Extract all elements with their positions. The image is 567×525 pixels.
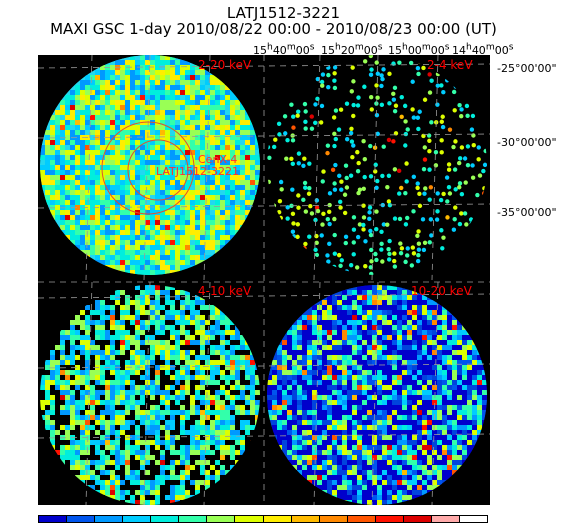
dec-tick-2: -35°00'00" <box>497 206 557 219</box>
grid-line <box>37 203 491 209</box>
ra-tick-2: 15h00m00s <box>388 41 450 57</box>
ra-tick-1: 15h20m00s <box>321 41 383 57</box>
grid-line <box>313 54 321 281</box>
color-scale-swatch <box>207 516 236 522</box>
color-scale-swatch <box>403 516 432 522</box>
count-map-panel <box>40 285 260 505</box>
color-scale-swatch <box>151 516 180 522</box>
ra-tick-label: 15h40m00s <box>253 41 315 57</box>
color-scale-bar <box>38 515 488 523</box>
cenx4-label: CenX-4 <box>198 153 237 166</box>
color-scale-swatch <box>95 516 124 522</box>
grid-line <box>143 54 151 281</box>
color-scale-swatch <box>263 516 292 522</box>
grid-line <box>37 133 491 139</box>
band-label-2-20: 2-20 keV <box>198 58 252 72</box>
grid-line <box>37 433 491 439</box>
color-scale-swatch <box>375 516 404 522</box>
source-circles <box>101 121 195 215</box>
grid-line <box>203 54 211 281</box>
grid-line <box>431 281 439 506</box>
band-label-2-4: 2-4 keV <box>427 58 473 72</box>
grid-line <box>37 63 491 69</box>
plot-title: LATJ1512-3221 <box>226 4 341 22</box>
grid-line <box>37 293 491 299</box>
grid-line <box>371 281 379 506</box>
band-label-10-20: 10-20 keV <box>411 284 473 298</box>
color-scale-swatch <box>459 516 487 522</box>
color-scale-swatch <box>347 516 376 522</box>
ra-tick-label: 15h20m00s <box>321 41 383 57</box>
grid-line <box>85 281 93 506</box>
cenx4-outer-circle <box>101 121 195 215</box>
grid-line <box>143 281 151 506</box>
grid-line <box>313 281 321 506</box>
ra-tick-0: 15h40m00s <box>253 41 315 57</box>
color-scale-swatch <box>235 516 264 522</box>
color-scale-swatch <box>67 516 96 522</box>
cenx4-inner-circle <box>127 139 189 201</box>
color-scale-swatch <box>39 516 68 522</box>
grid-line <box>371 54 379 281</box>
count-map-panel <box>267 55 487 275</box>
band-label-4-10: 4-10 keV <box>198 284 252 298</box>
target-label: LATJ1512-3221 <box>156 165 239 178</box>
color-scale-swatch <box>179 516 208 522</box>
ra-tick-3: 14h40m00s <box>452 41 514 57</box>
color-scale-swatch <box>123 516 152 522</box>
grid-line <box>431 54 439 281</box>
coordinate-grid <box>37 54 491 506</box>
plot-subtitle: MAXI GSC 1-day 2010/08/22 00:00 - 2010/0… <box>50 20 497 38</box>
count-map-panel <box>40 55 260 275</box>
ra-tick-label: 14h40m00s <box>452 41 514 57</box>
ra-tick-label: 15h00m00s <box>388 41 450 57</box>
color-scale-swatch <box>431 516 460 522</box>
grid-line <box>85 54 93 281</box>
dec-tick-0: -25°00'00" <box>497 62 557 75</box>
color-scale-swatch <box>319 516 348 522</box>
color-scale-swatch <box>291 516 320 522</box>
grid-line <box>203 281 211 506</box>
dec-tick-1: -30°00'00" <box>497 136 557 149</box>
grid-line <box>37 363 491 369</box>
